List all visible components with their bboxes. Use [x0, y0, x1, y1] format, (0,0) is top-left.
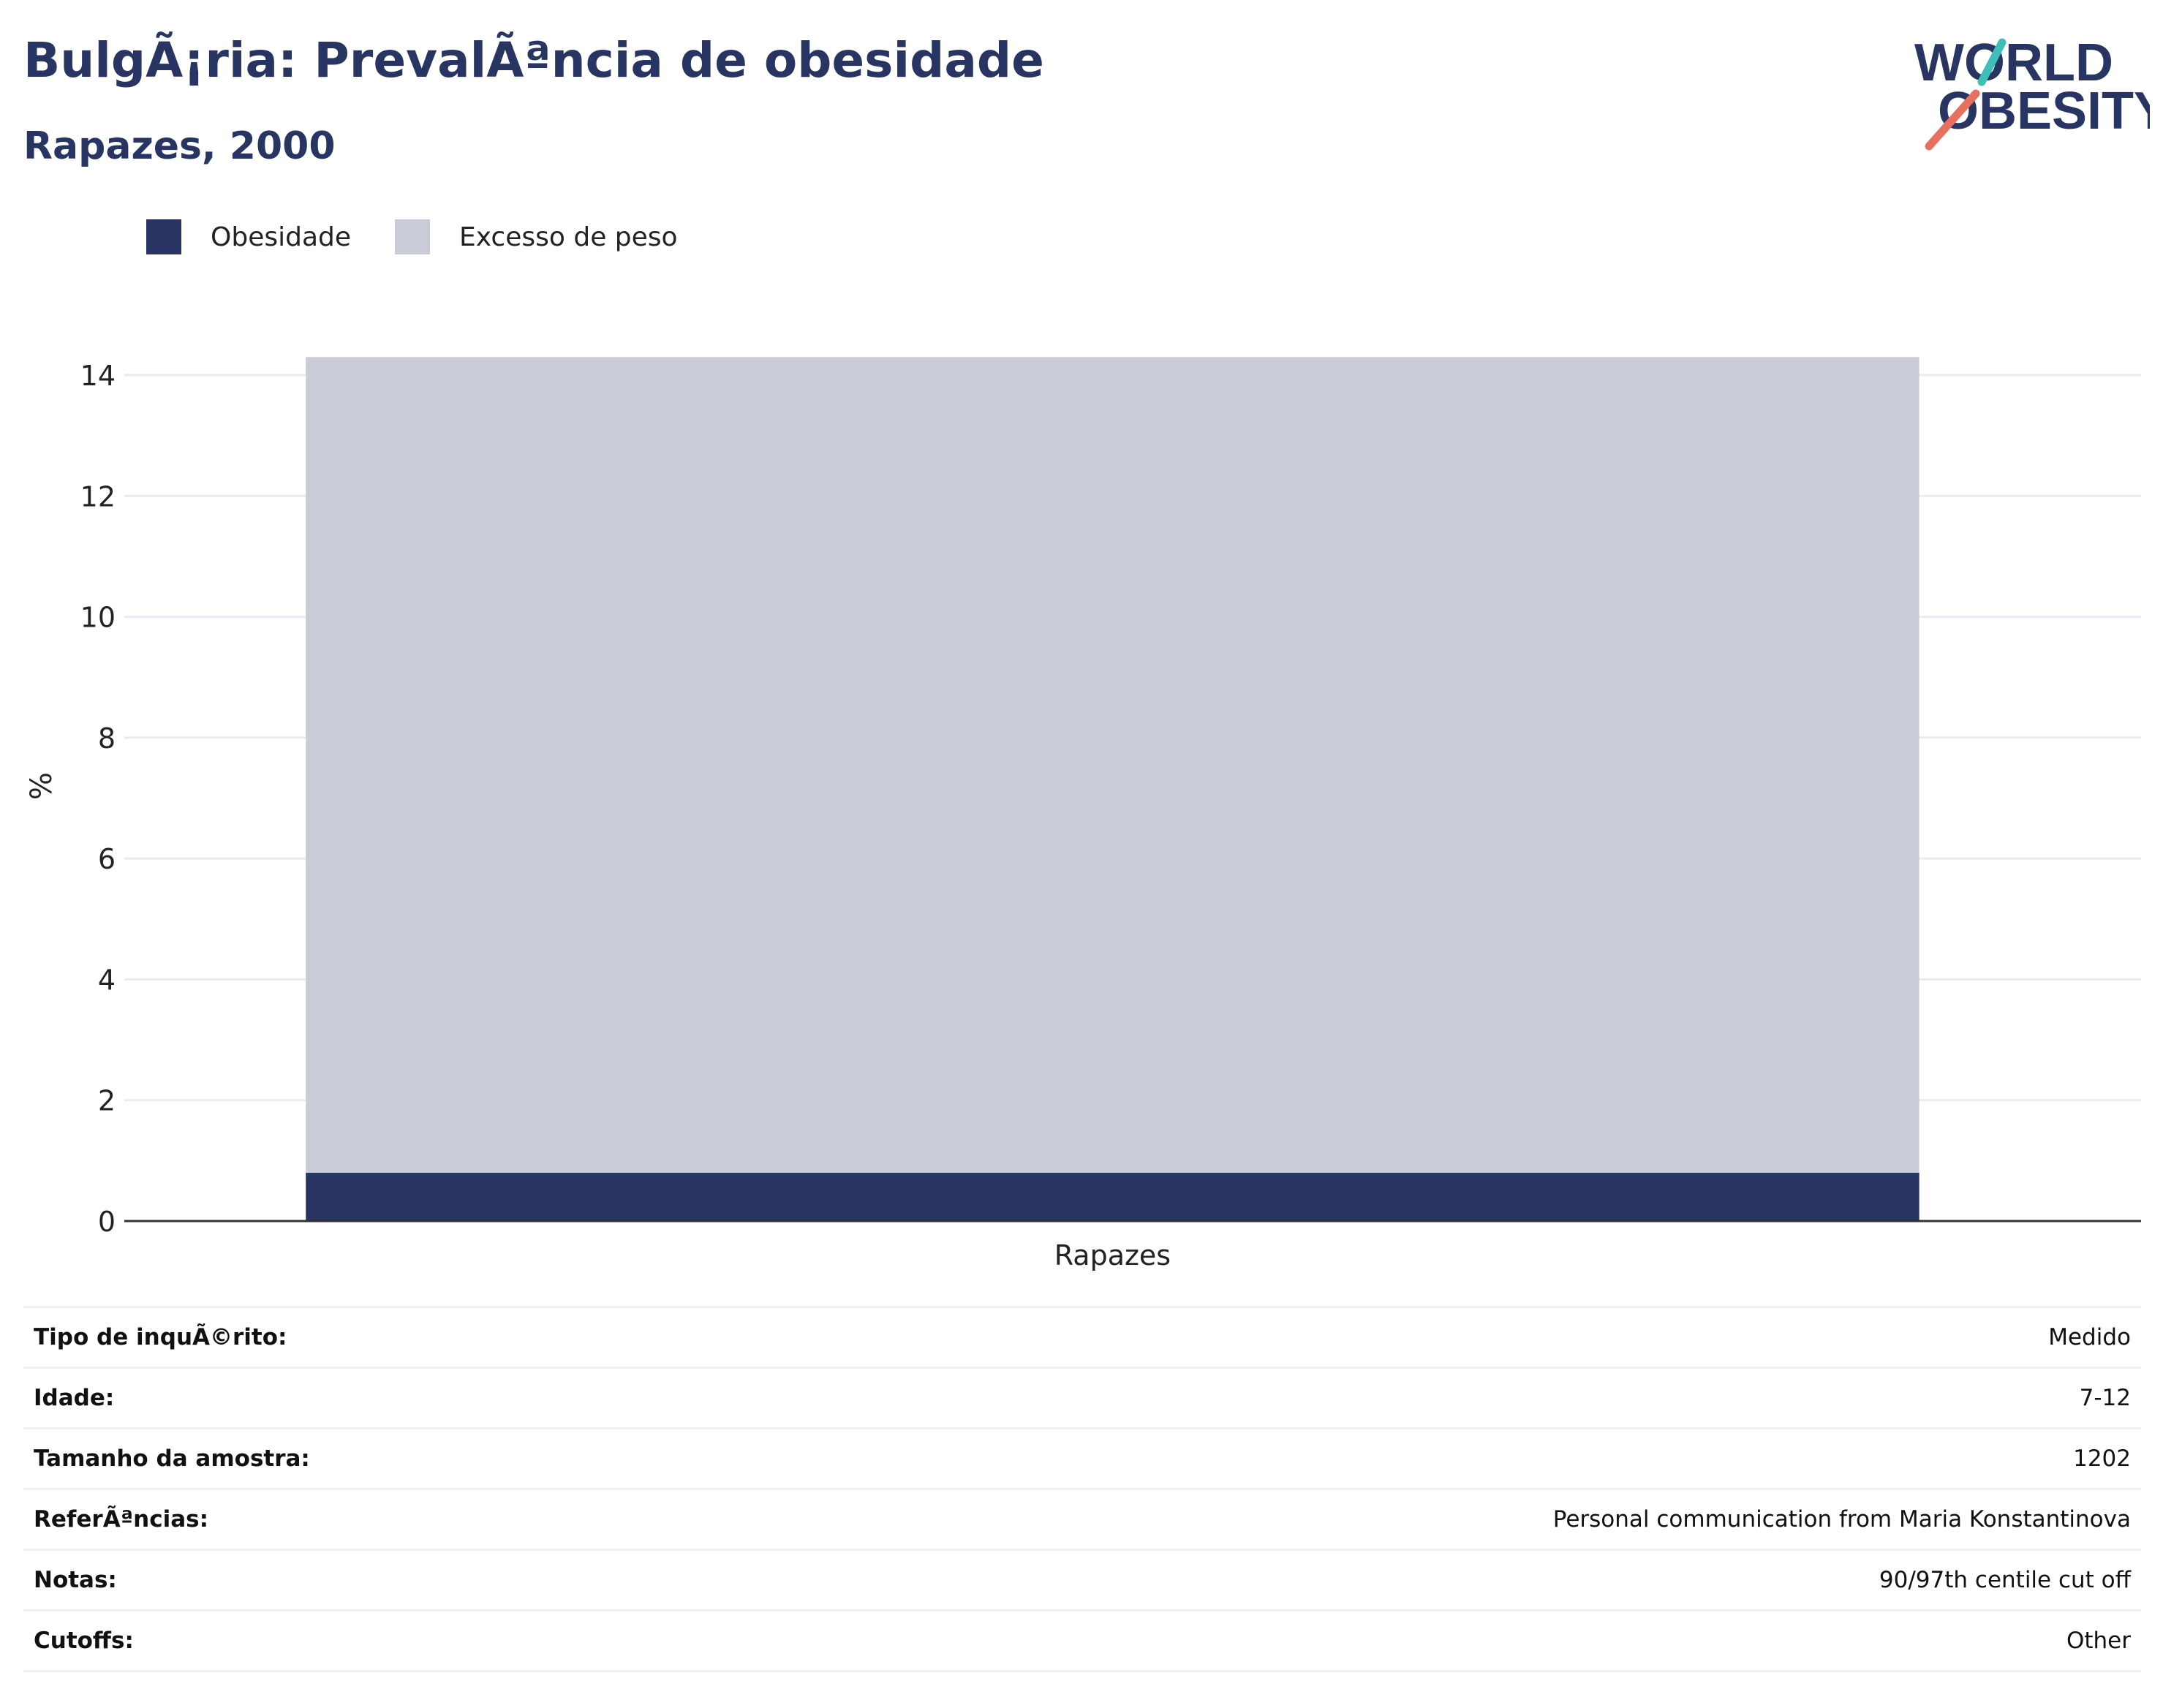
info-value-sample-size: 1202 [2073, 1446, 2131, 1472]
legend-label-overweight: Excesso de peso [459, 222, 678, 252]
y-tick-label: 0 [98, 1206, 116, 1238]
info-value-notes: 90/97th centile cut off [1879, 1567, 2131, 1593]
y-tick-label: 2 [98, 1085, 116, 1117]
world-obesity-logo: WORLD OBESITY [1914, 34, 2150, 151]
info-row: Notas: 90/97th centile cut off [23, 1551, 2141, 1611]
info-value-cutoffs: Other [2066, 1628, 2131, 1654]
chart-title: BulgÃ¡ria: PrevalÃªncia de obesidade [23, 32, 1044, 88]
bar-overweight [306, 357, 1919, 1173]
y-tick-label: 10 [80, 602, 116, 634]
info-label-notes: Notas: [34, 1567, 117, 1593]
info-value-age: 7-12 [2079, 1385, 2131, 1411]
info-label-sample-size: Tamanho da amostra: [34, 1446, 310, 1472]
info-label-cutoffs: Cutoffs: [34, 1628, 134, 1654]
info-row: Tamanho da amostra: 1202 [23, 1429, 2141, 1490]
info-value-references: Personal communication from Maria Konsta… [1552, 1506, 2131, 1533]
chart-subtitle: Rapazes, 2000 [23, 124, 336, 168]
y-axis-label: % [25, 772, 58, 800]
y-tick-label: 4 [98, 964, 116, 996]
x-tick-label: Rapazes [1054, 1239, 1171, 1271]
y-tick-label: 12 [80, 480, 116, 513]
logo-slash-top [1977, 38, 2007, 86]
info-label-references: ReferÃªncias: [34, 1506, 209, 1533]
logo-line-1: WORLD [1914, 34, 2113, 92]
legend-swatch-obesity [146, 219, 181, 254]
info-row: Tipo de inquÃ©rito: Medido [23, 1308, 2141, 1369]
info-value-survey-type: Medido [2048, 1324, 2131, 1350]
info-label-survey-type: Tipo de inquÃ©rito: [34, 1324, 287, 1350]
info-row: Cutoffs: Other [23, 1611, 2141, 1672]
info-row: ReferÃªncias: Personal communication fro… [23, 1490, 2141, 1551]
y-tick-label: 14 [80, 360, 116, 392]
legend: Obesidade Excesso de peso [146, 216, 722, 257]
legend-item-overweight[interactable]: Excesso de peso [395, 219, 678, 254]
info-label-age: Idade: [34, 1385, 115, 1411]
y-tick-label: 6 [98, 843, 116, 875]
logo-line-2: OBESITY [1938, 82, 2150, 140]
bar-chart: 0 2 4 6 8 10 12 14 Rapazes% [25, 357, 2141, 1271]
legend-item-obesity[interactable]: Obesidade [146, 219, 351, 254]
legend-label-obesity: Obesidade [211, 222, 352, 252]
legend-swatch-overweight [395, 219, 431, 254]
info-table: Tipo de inquÃ©rito: Medido Idade: 7-12 T… [23, 1306, 2141, 1672]
info-row: Idade: 7-12 [23, 1369, 2141, 1429]
y-tick-label: 8 [98, 722, 116, 755]
logo-slash-bottom [1925, 89, 1980, 151]
bar-obesity [306, 1172, 1919, 1221]
